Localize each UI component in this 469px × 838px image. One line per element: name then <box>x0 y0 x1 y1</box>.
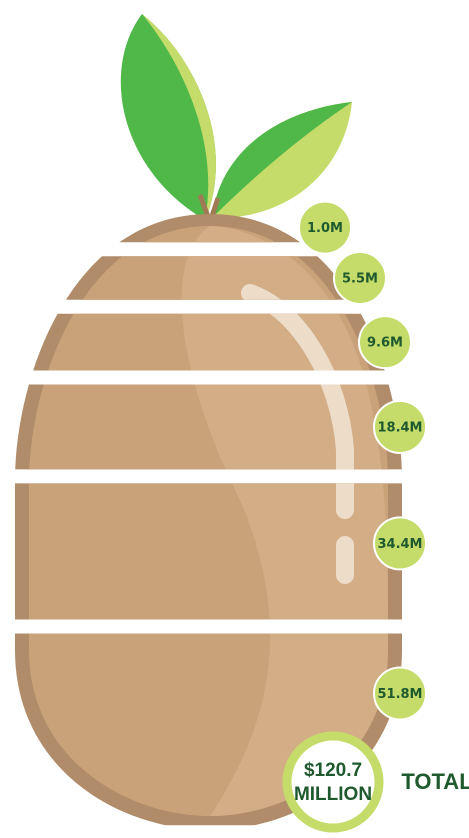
total-unit: MILLION <box>294 784 372 805</box>
total-title: TOTAL <box>401 769 469 794</box>
value-label: 51.8M <box>377 687 422 702</box>
value-label: 5.5M <box>342 272 378 287</box>
total-ring <box>287 736 379 828</box>
infographic: 1.0M 5.5M 9.6M 18.4M 34.4M 51.8M $120.7 MILLI… <box>0 0 469 838</box>
value-label: 1.0M <box>307 221 343 236</box>
value-label: 18.4M <box>377 420 422 435</box>
value-label: 34.4M <box>377 537 422 552</box>
total-amount: $120.7 <box>304 760 362 781</box>
leaves <box>121 14 352 222</box>
value-label: 9.6M <box>367 336 403 351</box>
